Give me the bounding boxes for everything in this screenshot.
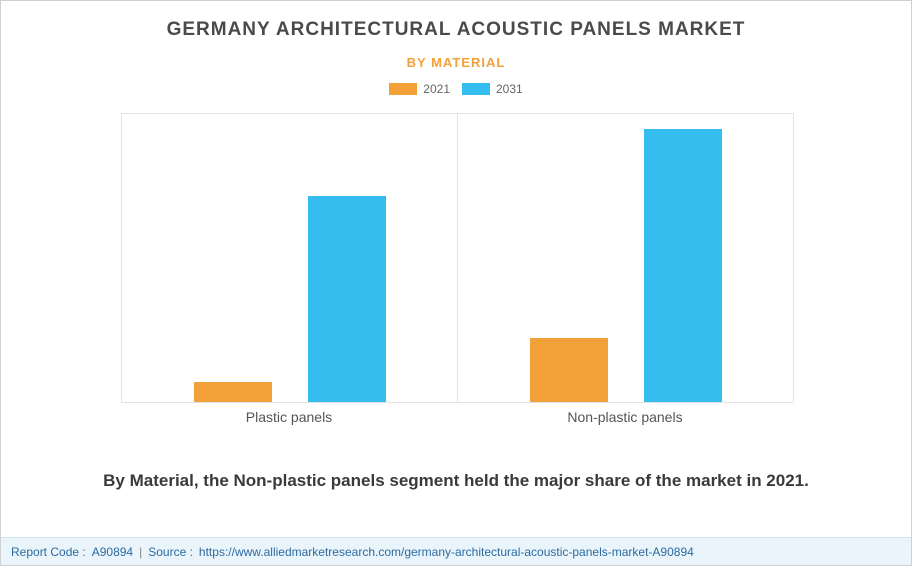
bar: [308, 196, 386, 402]
chart-subtitle: BY MATERIAL: [1, 55, 911, 70]
legend-item-2021: 2021: [389, 82, 450, 96]
report-code-value: A90894: [92, 545, 133, 559]
plot: [121, 113, 793, 403]
source-url: https://www.alliedmarketresearch.com/ger…: [199, 545, 694, 559]
report-code-label: Report Code :: [11, 545, 86, 559]
legend-item-2031: 2031: [462, 82, 523, 96]
bar: [194, 382, 272, 402]
x-axis-labels: Plastic panelsNon-plastic panels: [121, 409, 793, 429]
bar: [530, 338, 608, 402]
x-axis-label: Plastic panels: [121, 409, 457, 425]
legend-label: 2031: [496, 82, 523, 96]
bar-group: [122, 113, 458, 402]
chart-container: GERMANY ARCHITECTURAL ACOUSTIC PANELS MA…: [0, 0, 912, 566]
source-label: Source :: [148, 545, 193, 559]
legend: 2021 2031: [1, 82, 911, 96]
chart-title: GERMANY ARCHITECTURAL ACOUSTIC PANELS MA…: [1, 1, 911, 41]
footer: Report Code : A90894 | Source : https://…: [1, 537, 911, 565]
legend-swatch: [462, 83, 490, 95]
footer-sep: |: [139, 545, 142, 559]
chart-area: Plastic panelsNon-plastic panels: [121, 113, 793, 423]
caption: By Material, the Non-plastic panels segm…: [1, 471, 911, 491]
bar-group: [458, 113, 794, 402]
legend-swatch: [389, 83, 417, 95]
bar: [644, 129, 722, 402]
legend-label: 2021: [423, 82, 450, 96]
x-axis-label: Non-plastic panels: [457, 409, 793, 425]
